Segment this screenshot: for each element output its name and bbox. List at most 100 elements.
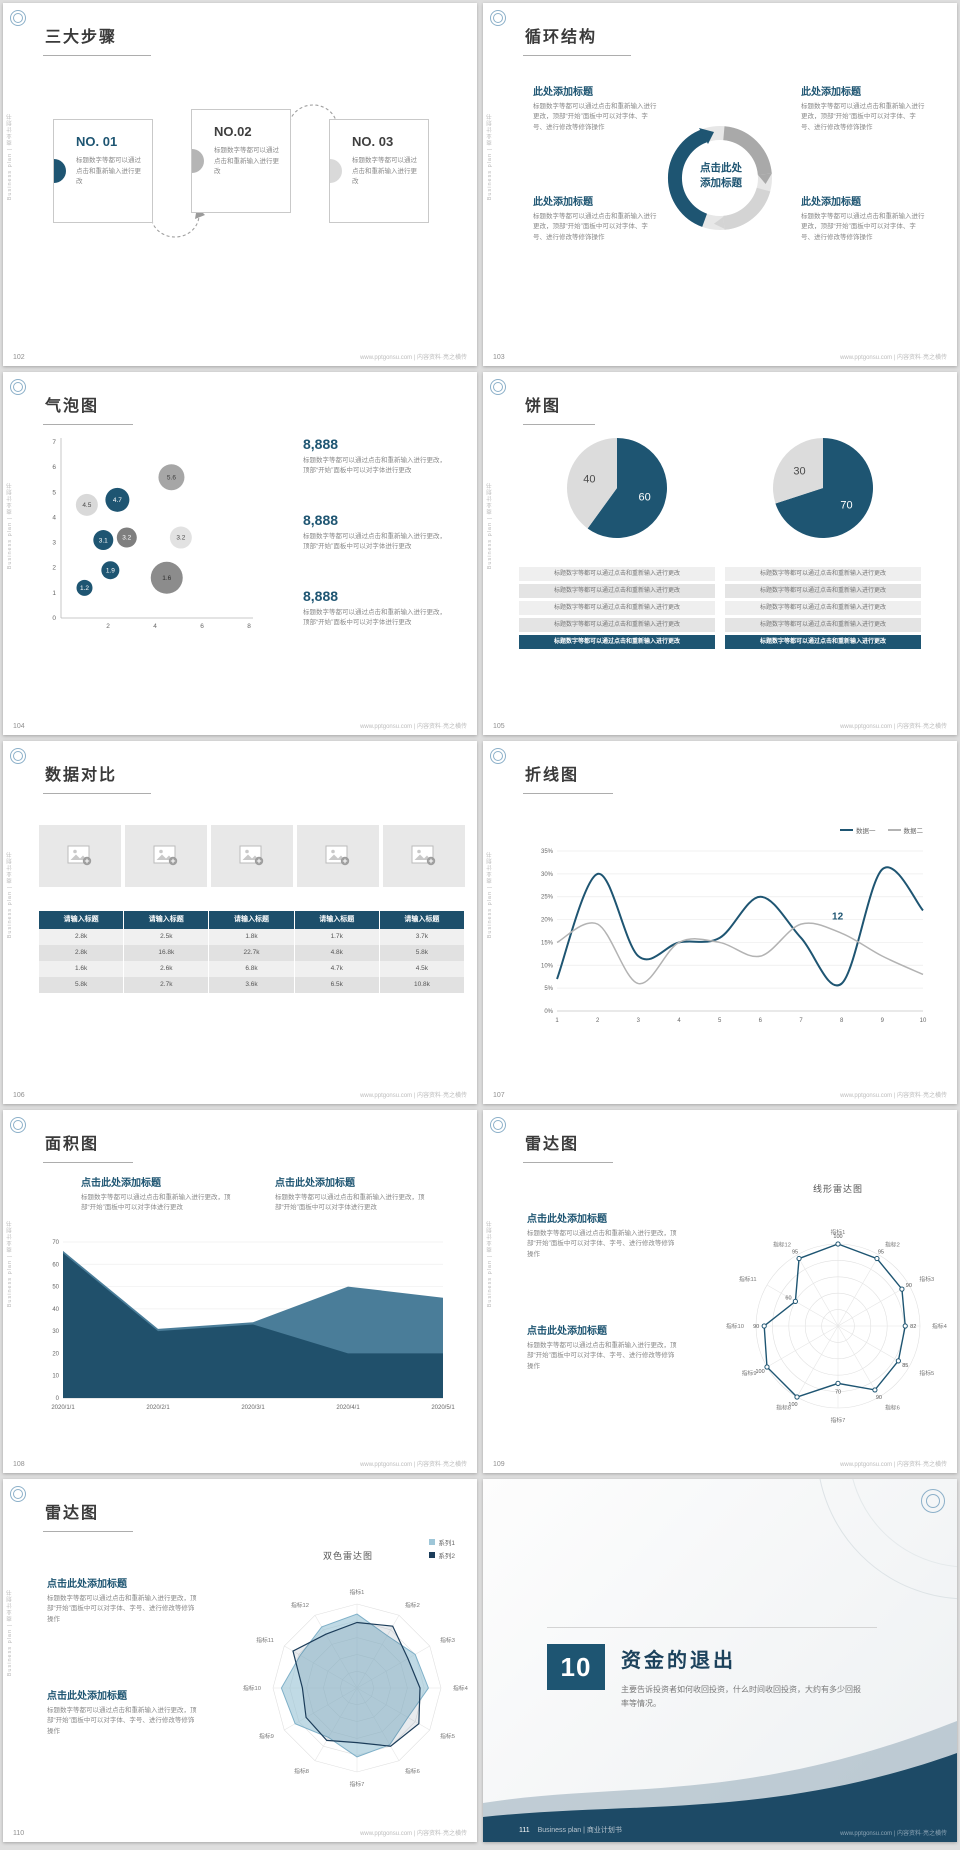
- pie-list-row: 标题数字等都可以通过点击和重新输入进行更改: [725, 584, 921, 598]
- slide-104-bubble-chart[interactable]: Business plan | 商业计划书 气泡图 0 1 2 3 4 5 6 7 2 4 6 8 4.…: [3, 372, 477, 735]
- svg-text:指标4: 指标4: [932, 1322, 948, 1330]
- slide-110-radar-fill[interactable]: Business plan | 商业计划书 雷达图 双色雷达图 系列1 系列2 …: [3, 1479, 477, 1842]
- table-cell: 6.5k: [294, 977, 380, 993]
- pie-list-row: 标题数字等都可以通过点击和重新输入进行更改: [725, 635, 921, 649]
- series-swatch-icon: [840, 829, 853, 831]
- slide-111-section-cover[interactable]: 10 资金的退出 主要告诉投资者如何收回投资，什么时间收回投资，大约有多少回报率…: [483, 1479, 957, 1842]
- text-block: 此处添加标题 标题数字等都可以通过点击和重新输入进行更改，顶部“开始”面板中可以…: [533, 83, 657, 133]
- block-heading: 此处添加标题: [801, 87, 861, 98]
- svg-text:30%: 30%: [541, 872, 554, 878]
- slide-footer-link: www.pptgonsu.com | 内容资料·亮之横传: [840, 1462, 947, 1468]
- slide-footer-link: www.pptgonsu.com | 内容资料·亮之横传: [840, 355, 947, 361]
- page-number: 102: [13, 354, 25, 361]
- svg-text:3.1: 3.1: [99, 537, 108, 544]
- image-placeholder-icon: [325, 845, 350, 866]
- svg-text:7: 7: [799, 1018, 803, 1024]
- cycle-center-label: 点击此处添加标题: [700, 162, 742, 190]
- svg-text:8: 8: [840, 1018, 844, 1024]
- svg-text:指标10: 指标10: [726, 1322, 744, 1330]
- comparison-table: 请输入标题 请输入标题 请输入标题 请输入标题 请输入标题 2.8k 2.5k 1.8k 1.7…: [39, 911, 466, 993]
- slide-footer-link: www.pptgonsu.com | 内容资料·亮之横传: [360, 1093, 467, 1099]
- step-halfcircle-icon: [54, 159, 66, 183]
- svg-text:指标3: 指标3: [919, 1275, 934, 1283]
- image-placeholder-icon: [411, 845, 436, 866]
- svg-text:90: 90: [876, 1395, 882, 1401]
- svg-text:1.6: 1.6: [162, 575, 171, 582]
- table-header-cell: 请输入标题: [209, 911, 295, 929]
- sidebar-vertical-label: Business plan | 商业计划书: [487, 482, 493, 570]
- svg-text:6: 6: [759, 1018, 763, 1024]
- table-cell: 2.8k: [39, 945, 125, 961]
- block-body: 标题数字等都可以通过点击和重新输入进行更改，顶部“开始”面板中可以对字体进行更改: [275, 1194, 425, 1212]
- pie-list-1: 标题数字等都可以通过点击和重新输入进行更改 标题数字等都可以通过点击和重新输入进行…: [519, 567, 715, 652]
- svg-text:100: 100: [833, 1234, 842, 1240]
- image-placeholder: [211, 825, 293, 887]
- svg-text:6: 6: [200, 623, 204, 630]
- stat-item: 8,888 标题数字等都可以通过点击和重新输入进行更改，顶部“开始”面板中可以对…: [303, 436, 451, 477]
- step-card-2: NO.02 标题数字等都可以通过点击和重新输入进行更改: [191, 109, 291, 213]
- section-header: 10 资金的退出 主要告诉投资者如何收回投资，什么时间收回投资，大约有多少回报率…: [547, 1627, 877, 1710]
- slide-title: 饼图: [523, 392, 596, 425]
- stat-value: 8,888: [303, 512, 339, 528]
- block-body: 标题数字等都可以通过点击和重新输入进行更改，顶部“开始”面板中可以对字体、字号、…: [801, 213, 925, 241]
- block-heading: 点击此处添加标题: [47, 1691, 127, 1702]
- brand-logo-icon: [10, 10, 26, 26]
- slide-106-data-comparison[interactable]: Business plan | 商业计划书 数据对比 请输入标题 请输入标题 请输入…: [3, 741, 477, 1104]
- legend-item: 数据二: [887, 825, 923, 835]
- image-placeholder: [125, 825, 207, 887]
- table-cell: 2.5k: [124, 929, 210, 945]
- svg-text:指标2: 指标2: [885, 1241, 900, 1249]
- block-body: 标题数字等都可以通过点击和重新输入进行更改，顶部“开始”面板中可以对字体、字号、…: [533, 213, 657, 241]
- sidebar-vertical-label: Business plan | 商业计划书: [487, 851, 493, 939]
- svg-text:20%: 20%: [541, 918, 554, 924]
- brand-logo-icon: [10, 748, 26, 764]
- text-block: 点击此处添加标题 标题数字等都可以通过点击和重新输入进行更改，顶部“开始”面板中…: [527, 1210, 677, 1260]
- text-block: 点击此处添加标题 标题数字等都可以通过点击和重新输入进行更改，顶部“开始”面板中…: [527, 1322, 677, 1372]
- slide-105-pie-charts[interactable]: Business plan | 商业计划书 饼图 60 40 70 30 标题数字等…: [483, 372, 957, 735]
- svg-text:8: 8: [247, 623, 251, 630]
- area-chart: 0 10 20 30 40 50 60 70 2020/1/1 2020/2/1 2020/3/1 2…: [51, 1240, 455, 1411]
- text-block: 此处添加标题 标题数字等都可以通过点击和重新输入进行更改，顶部“开始”面板中可以…: [533, 193, 657, 243]
- slide-108-area-chart[interactable]: Business plan | 商业计划书 面积图 点击此处添加标题 标题数字等…: [3, 1110, 477, 1473]
- pie-list-row: 标题数字等都可以通过点击和重新输入进行更改: [519, 635, 715, 649]
- table-cell: 4.5k: [379, 961, 466, 977]
- svg-text:9: 9: [881, 1018, 885, 1024]
- sidebar-vertical-label: Business plan | 商业计划书: [7, 1220, 13, 1308]
- slide-102-three-steps[interactable]: Business plan | 商业计划书 三大步骤 NO. 01 标题数字等都…: [3, 3, 477, 366]
- stat-item: 8,888 标题数字等都可以通过点击和重新输入进行更改，顶部“开始”面板中可以对…: [303, 588, 451, 629]
- block-heading: 点击此处添加标题: [47, 1579, 127, 1590]
- brand-logo-icon: [490, 10, 506, 26]
- stat-text: 标题数字等都可以通过点击和重新输入进行更改，顶部“开始”面板中可以对字体进行更改: [303, 533, 446, 551]
- table-cell: 2.6k: [124, 961, 210, 977]
- brand-logo-icon: [10, 1486, 26, 1502]
- table-cell: 4.8k: [294, 945, 380, 961]
- svg-text:60: 60: [785, 1295, 791, 1301]
- text-block: 此处添加标题 标题数字等都可以通过点击和重新输入进行更改，顶部“开始”面板中可以…: [801, 83, 927, 133]
- svg-text:指标4: 指标4: [453, 1684, 469, 1692]
- table-cell: 2.8k: [39, 929, 125, 945]
- image-placeholder-icon: [239, 845, 264, 866]
- slide-107-line-chart[interactable]: Business plan | 商业计划书 折线图 数据一 数据二 0% 5% 10…: [483, 741, 957, 1104]
- block-heading: 点击此处添加标题: [527, 1326, 607, 1337]
- svg-text:30: 30: [52, 1329, 59, 1335]
- slide-109-radar-line[interactable]: Business plan | 商业计划书 雷达图 线形雷达图 点击此处添加标题…: [483, 1110, 957, 1473]
- svg-text:30: 30: [793, 465, 805, 477]
- sidebar-vertical-label: Business plan | 商业计划书: [7, 851, 13, 939]
- slide-103-cycle[interactable]: Business plan | 商业计划书 循环结构 此处添加标题 标题数字等都…: [483, 3, 957, 366]
- svg-text:指标6: 指标6: [885, 1403, 900, 1411]
- svg-text:2020/5/1: 2020/5/1: [431, 1405, 455, 1411]
- table-cell: 5.8k: [39, 977, 125, 993]
- svg-text:指标12: 指标12: [291, 1601, 309, 1609]
- block-heading: 此处添加标题: [533, 197, 593, 208]
- slide-footer-link: www.pptgonsu.com | 内容资料·亮之横传: [840, 724, 947, 730]
- section-text: 资金的退出 主要告诉投资者如何收回投资，什么时间收回投资，大约有多少回报率等情况…: [621, 1644, 866, 1710]
- block-body: 标题数字等都可以通过点击和重新输入进行更改，顶部“开始”面板中可以对字体、字号、…: [527, 1230, 677, 1258]
- table-header-cell: 请输入标题: [39, 911, 125, 929]
- brand-logo-icon: [10, 1117, 26, 1133]
- image-placeholder: [297, 825, 379, 887]
- pie-list-row: 标题数字等都可以通过点击和重新输入进行更改: [725, 567, 921, 581]
- slide-title: 数据对比: [43, 761, 152, 794]
- svg-text:10%: 10%: [541, 963, 554, 969]
- legend-label: 数据一: [856, 828, 876, 835]
- table-cell: 6.8k: [209, 961, 295, 977]
